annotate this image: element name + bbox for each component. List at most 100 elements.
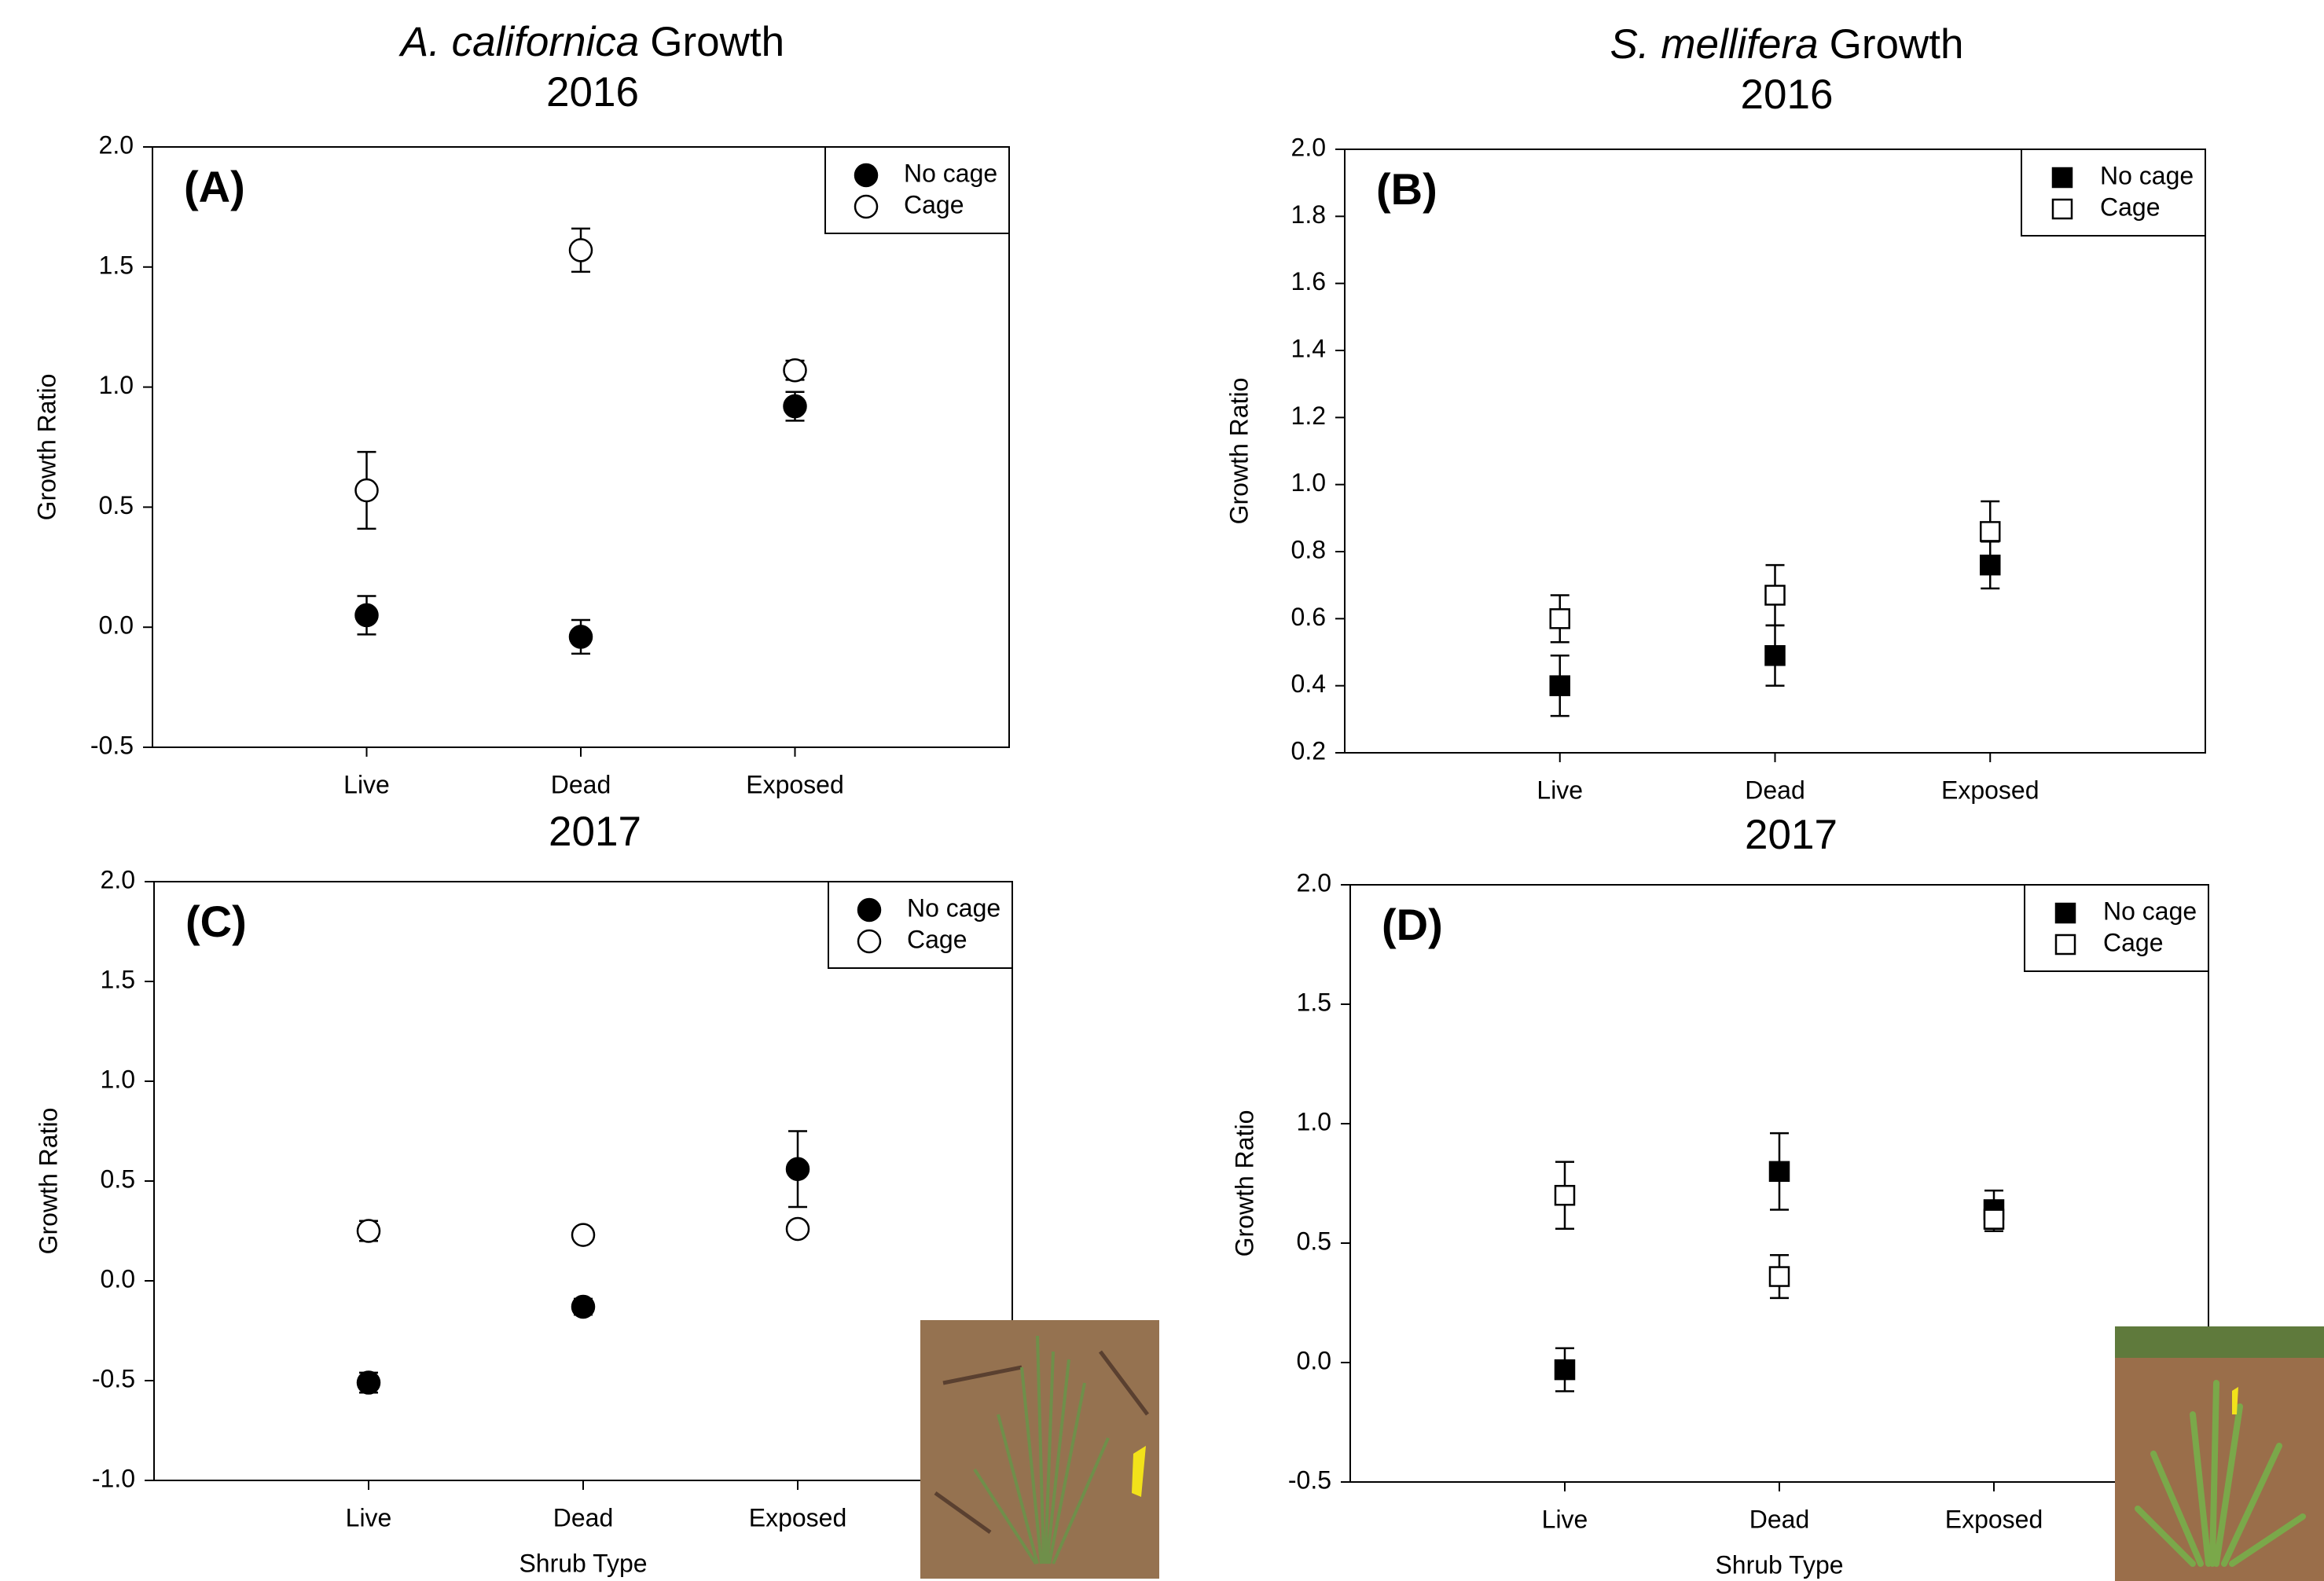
y-tick-label: 0.5: [99, 491, 134, 519]
data-point: [1770, 1267, 1789, 1286]
y-tick-label: 0.4: [1291, 669, 1326, 698]
photo-s-mellifera: [2115, 1326, 2324, 1581]
y-tick-label: 1.5: [99, 251, 134, 279]
data-point: [356, 604, 378, 626]
y-tick-label: 1.2: [1291, 402, 1326, 430]
y-tick-label: -0.5: [90, 731, 134, 759]
data-point: [784, 395, 806, 417]
y-tick-label: 0.0: [1297, 1346, 1331, 1374]
y-axis-label: Growth Ratio: [1224, 378, 1253, 525]
y-tick-label: 1.6: [1291, 267, 1326, 295]
y-tick-label: 0.5: [101, 1165, 135, 1193]
y-tick-label: 0.0: [101, 1264, 135, 1293]
x-tick-label: Live: [343, 770, 390, 798]
data-point: [784, 359, 806, 381]
y-axis-label: Growth Ratio: [32, 374, 61, 521]
y-tick-label: 2.0: [101, 865, 135, 893]
x-axis-label: Shrub Type: [1715, 1550, 1843, 1579]
x-tick-label: Dead: [551, 770, 611, 798]
y-tick-label: 1.0: [99, 371, 134, 399]
data-point: [787, 1158, 809, 1180]
photos: [920, 1320, 2324, 1581]
y-tick-label: 0.5: [1297, 1227, 1331, 1255]
plot-frame: [154, 882, 1012, 1480]
panel-label: (C): [185, 897, 247, 946]
y-axis-label: Growth Ratio: [1230, 1110, 1258, 1257]
y-tick-label: 0.6: [1291, 603, 1326, 631]
legend-label: Cage: [907, 925, 967, 953]
data-point: [570, 625, 592, 647]
x-tick-label: Live: [346, 1503, 392, 1531]
panel-label: (B): [1376, 164, 1437, 214]
y-tick-label: 2.0: [99, 130, 134, 159]
title-species: A. californica: [398, 19, 639, 65]
y-tick-label: -0.5: [1288, 1465, 1331, 1494]
x-tick-label: Dead: [1745, 776, 1805, 804]
legend-label: Cage: [904, 190, 964, 218]
panel-label: (D): [1382, 900, 1443, 949]
y-tick-label: 1.0: [1291, 468, 1326, 497]
legend-marker: [858, 930, 880, 952]
data-point: [1766, 646, 1785, 665]
chart-panel: S. melliferaGrowth2016 (B) Growth Ratio 0.2…: [1224, 21, 2205, 804]
data-point: [358, 1220, 380, 1242]
legend-marker: [2056, 935, 2075, 954]
data-point: [1551, 609, 1570, 628]
photo-a-californica: [920, 1320, 1159, 1579]
x-axis-label: Shrub Type: [519, 1549, 647, 1577]
y-axis-label: Growth Ratio: [34, 1108, 62, 1255]
x-tick-label: Exposed: [1945, 1505, 2043, 1533]
x-tick-label: Exposed: [1941, 776, 2039, 804]
x-tick-label: Dead: [553, 1503, 614, 1531]
x-tick-label: Exposed: [749, 1503, 847, 1531]
data-point: [572, 1224, 594, 1246]
legend-marker: [855, 164, 877, 186]
title-text: Growth: [650, 19, 784, 65]
data-point: [1551, 677, 1570, 695]
data-point: [1770, 1162, 1789, 1181]
legend-marker: [2053, 168, 2072, 187]
y-tick-label: 2.0: [1291, 133, 1326, 161]
data-point: [1555, 1186, 1574, 1205]
chart-year: 2016: [546, 69, 639, 116]
y-tick-label: -0.5: [92, 1364, 135, 1392]
data-point: [1981, 522, 1999, 541]
legend-marker: [2053, 200, 2072, 218]
title-text: Growth: [1830, 21, 1964, 68]
legend-label: No cage: [2100, 161, 2194, 189]
data-point: [787, 1218, 809, 1240]
y-tick-label: 1.5: [101, 965, 135, 993]
data-point: [1555, 1360, 1574, 1379]
legend-label: No cage: [904, 159, 997, 187]
y-tick-label: 1.8: [1291, 200, 1326, 229]
chart-year: 2016: [1741, 72, 1834, 118]
data-point: [1981, 556, 1999, 574]
y-tick-label: 1.5: [1297, 988, 1331, 1016]
y-tick-label: 1.0: [1297, 1107, 1331, 1135]
x-tick-label: Exposed: [746, 770, 844, 798]
title-species: S. mellifera: [1610, 21, 1819, 68]
y-tick-label: 1.0: [101, 1065, 135, 1093]
y-tick-label: 1.4: [1291, 334, 1326, 362]
legend-marker: [858, 899, 880, 921]
x-tick-label: Live: [1542, 1505, 1588, 1533]
y-tick-label: 0.8: [1291, 535, 1326, 563]
data-point: [356, 479, 378, 501]
data-point: [572, 1296, 594, 1318]
legend-marker: [2056, 904, 2075, 923]
legend-label: No cage: [2103, 897, 2197, 925]
legend-label: Cage: [2100, 193, 2161, 221]
legend-marker: [855, 196, 877, 218]
figure: A. californicaGrowth2016(A)Growth Ratio-…: [0, 0, 2324, 1581]
legend-label: No cage: [907, 893, 1000, 922]
chart-year: 2017: [549, 809, 641, 855]
y-tick-label: 0.2: [1291, 736, 1326, 765]
data-point: [1766, 585, 1785, 604]
x-tick-label: Dead: [1749, 1505, 1810, 1533]
data-point: [1984, 1210, 2003, 1229]
legend-label: Cage: [2103, 928, 2164, 956]
y-tick-label: 2.0: [1297, 868, 1331, 897]
